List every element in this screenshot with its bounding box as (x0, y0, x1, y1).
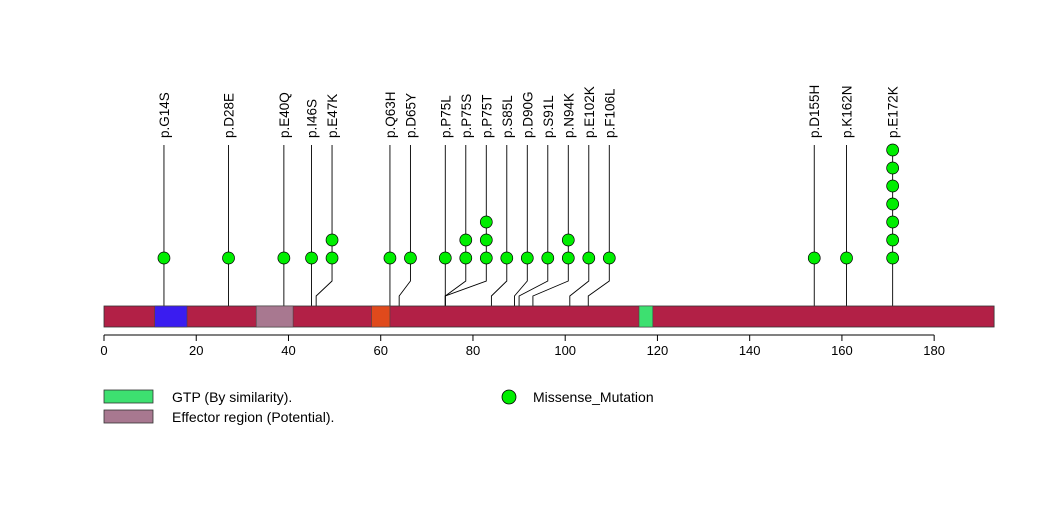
x-tick-label: 40 (281, 343, 295, 358)
mutation-point (404, 251, 417, 265)
x-tick-label: 120 (647, 343, 669, 358)
mutation-label: p.D28E (222, 93, 237, 138)
mutation-point (325, 251, 339, 265)
mutation-label: p.K162N (840, 85, 855, 138)
protein-domains (154, 305, 654, 328)
mutation-point (479, 233, 493, 247)
x-tick-label: 140 (739, 343, 761, 358)
x-tick-label: 100 (554, 343, 576, 358)
legend-label: Missense_Mutation (533, 389, 654, 405)
mutation-stem (569, 145, 590, 306)
mutation-stem (532, 145, 569, 306)
mutation-label: p.S91L (541, 95, 556, 138)
mutation-point (325, 233, 339, 247)
mutation-stems (163, 145, 894, 306)
mutation-point (886, 197, 900, 211)
mutation-point (886, 251, 900, 265)
mutation-stem (444, 145, 487, 306)
mutation-label: p.S85L (500, 95, 515, 138)
mutation-label: p.E40Q (277, 92, 292, 138)
mutation-label: p.D155H (807, 85, 822, 138)
mutation-point (438, 251, 452, 265)
mutation-point (541, 251, 555, 265)
mutation-label: p.P75S (459, 94, 474, 138)
mutation-label: p.E47K (325, 94, 340, 138)
mutation-stem (514, 145, 528, 306)
x-tick-label: 160 (831, 343, 853, 358)
x-tick-label: 80 (466, 343, 480, 358)
legend: GTP (By similarity). Effector region (Pot… (103, 389, 654, 425)
mutation-stem (587, 145, 610, 306)
mutation-label: p.E172K (886, 86, 901, 138)
mutation-label: p.F106L (602, 88, 617, 138)
mutation-point (383, 251, 397, 265)
mutation-point (602, 251, 616, 265)
mutation-stem (444, 145, 467, 306)
mutation-point (582, 251, 596, 265)
mutation-point (479, 251, 493, 265)
mutation-stem (518, 145, 549, 306)
legend-swatch (103, 409, 154, 424)
protein-bar (103, 305, 995, 328)
mutation-stem (398, 145, 411, 306)
mutation-labels: p.G14S p.D28E p.E40Q p.I46S p.E47K p.Q63H p.D6… (157, 85, 901, 138)
mutation-point (561, 233, 575, 247)
legend-marker (501, 389, 517, 405)
mutation-point (459, 233, 473, 247)
mutation-point (520, 251, 534, 265)
mutation-stem (490, 145, 508, 306)
mutation-label: p.D90G (520, 91, 535, 138)
mutation-label: p.I46S (305, 99, 320, 138)
mutation-label: p.P75L (438, 95, 453, 138)
mutation-label: p.E102K (582, 86, 597, 138)
domain-gtp (638, 305, 654, 328)
domain-effector-region (255, 305, 294, 328)
mutation-point (479, 215, 493, 229)
mutation-point (886, 233, 900, 247)
legend-swatch (103, 389, 154, 404)
domain-dom-orange (371, 305, 391, 328)
mutation-point (500, 251, 514, 265)
x-axis: 0 20 40 60 80 100 120 140 160 180 (100, 334, 945, 358)
mutation-point (807, 251, 821, 265)
mutation-label: p.Q63H (383, 91, 398, 138)
mutation-stem (315, 145, 333, 306)
mutation-point (277, 251, 291, 265)
mutation-label: p.P75T (479, 94, 494, 138)
mutation-point (886, 179, 900, 193)
mutation-point (157, 251, 171, 265)
x-tick-label: 20 (189, 343, 203, 358)
legend-label: Effector region (Potential). (172, 409, 334, 425)
mutation-point (305, 251, 318, 265)
mutation-point (459, 251, 473, 265)
mutation-point (561, 251, 575, 265)
legend-label: GTP (By similarity). (172, 389, 292, 405)
domain-dom-blue (154, 305, 188, 328)
mutation-point (222, 251, 235, 265)
mutation-label: p.G14S (157, 92, 172, 138)
x-tick-label: 0 (100, 343, 107, 358)
mutation-point (886, 143, 900, 157)
mutation-label: p.D65Y (403, 93, 418, 138)
mutation-point (886, 215, 900, 229)
mutation-point (840, 251, 853, 265)
x-tick-label: 60 (373, 343, 387, 358)
mutation-point (886, 161, 900, 175)
mutation-label: p.N94K (561, 93, 576, 138)
x-tick-label: 180 (923, 343, 945, 358)
mutation-points (157, 143, 900, 265)
